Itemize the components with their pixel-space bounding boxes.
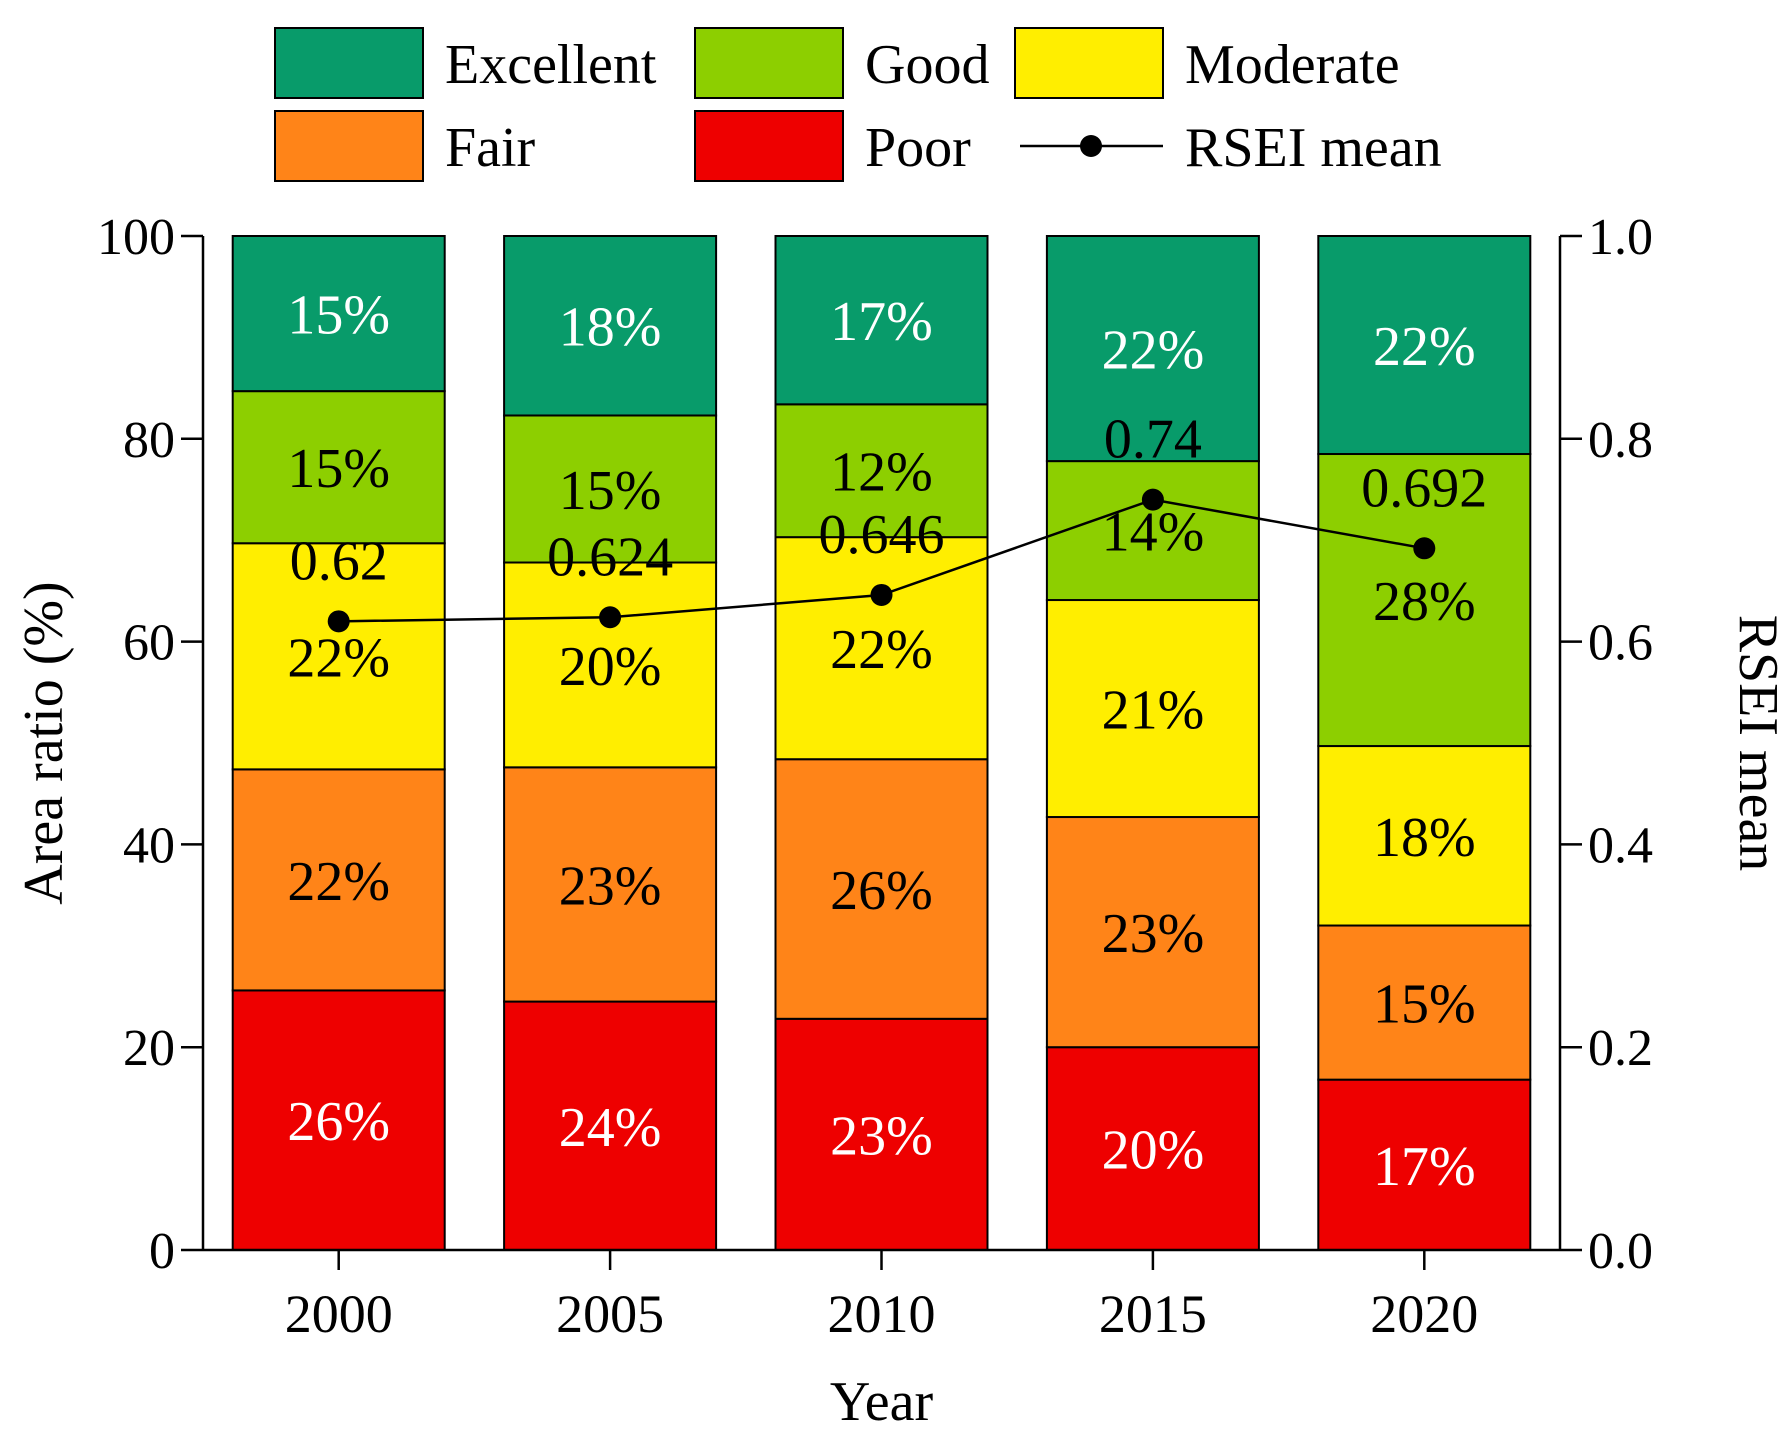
- bar-poor-2020: [1317, 1078, 1532, 1251]
- data-label-excellent-2020: 22%: [1373, 316, 1476, 378]
- bar-excellent-2000: [231, 235, 446, 393]
- x-tick-label-2000: 2000: [285, 1284, 393, 1344]
- y-tick-label-0: 0: [149, 1223, 175, 1280]
- y2-tick-label-0.0: 0.0: [1588, 1223, 1653, 1280]
- rsei-value-label-2000: 0.62: [290, 530, 388, 592]
- data-label-moderate-2015: 21%: [1102, 680, 1205, 742]
- bar-poor-2000: [231, 989, 446, 1252]
- data-label-poor-2000: 26%: [287, 1091, 390, 1153]
- rsei-point-2000: [327, 610, 350, 633]
- bar-good-2010: [774, 403, 989, 539]
- x-tick-label-2020: 2020: [1370, 1284, 1478, 1344]
- data-label-poor-2020: 17%: [1373, 1136, 1476, 1198]
- y-tick-label-80: 80: [123, 412, 175, 469]
- data-label-moderate-2020: 18%: [1373, 807, 1476, 869]
- bar-moderate-2005: [503, 561, 718, 769]
- data-label-moderate-2010: 22%: [830, 619, 933, 681]
- data-label-fair-2020: 15%: [1373, 974, 1476, 1036]
- rsei-value-label-2005: 0.624: [547, 526, 673, 588]
- bar-excellent-2020: [1317, 235, 1532, 456]
- x-tick-label-2015: 2015: [1099, 1284, 1207, 1344]
- bar-poor-2005: [503, 1000, 718, 1251]
- data-label-fair-2005: 23%: [559, 855, 662, 917]
- bar-fair-2005: [503, 766, 718, 1003]
- bar-good-2000: [231, 390, 446, 545]
- data-label-poor-2015: 20%: [1102, 1120, 1205, 1182]
- legend-label-excellent: Excellent: [445, 34, 657, 96]
- bar-excellent-2015: [1045, 235, 1260, 463]
- data-label-moderate-2005: 20%: [559, 636, 662, 698]
- y2-tick-label-0.8: 0.8: [1588, 412, 1653, 469]
- bar-moderate-2010: [774, 536, 989, 761]
- legend-swatch-moderate: [1014, 27, 1164, 99]
- bar-excellent-2010: [774, 235, 989, 406]
- data-label-moderate-2000: 22%: [287, 627, 390, 689]
- y-tick-label-100: 100: [97, 209, 175, 266]
- legend-swatch-good: [694, 27, 844, 99]
- x-axis-title: Year: [830, 1371, 934, 1433]
- data-label-excellent-2010: 17%: [830, 291, 933, 353]
- data-label-good-2005: 15%: [559, 460, 662, 522]
- data-label-good-2010: 12%: [830, 442, 933, 504]
- data-label-excellent-2000: 15%: [287, 285, 390, 347]
- legend-marker-rsei-mean: [1080, 135, 1102, 157]
- y2-axis-title: RSEI mean: [1727, 615, 1783, 872]
- legend-label-fair: Fair: [445, 117, 536, 179]
- y2-tick-label-1.0: 1.0: [1588, 209, 1653, 266]
- legend-swatch-fair: [274, 110, 424, 182]
- data-label-fair-2010: 26%: [830, 860, 933, 922]
- bar-moderate-2020: [1317, 745, 1532, 927]
- data-label-fair-2015: 23%: [1102, 903, 1205, 965]
- y2-tick-label-0.2: 0.2: [1588, 1020, 1653, 1077]
- bar-fair-2020: [1317, 924, 1532, 1081]
- y2-tick-label-0.6: 0.6: [1588, 615, 1653, 672]
- legend-label-poor: Poor: [865, 117, 971, 179]
- x-tick-label-2005: 2005: [556, 1284, 664, 1344]
- data-label-poor-2010: 23%: [830, 1105, 933, 1167]
- y-tick-label-60: 60: [123, 615, 175, 672]
- data-label-poor-2005: 24%: [559, 1097, 662, 1159]
- bar-excellent-2005: [503, 235, 718, 417]
- legend-swatch-poor: [694, 110, 844, 182]
- bar-good-2020: [1317, 453, 1532, 748]
- data-label-good-2000: 15%: [287, 438, 390, 500]
- bar-poor-2015: [1045, 1046, 1260, 1251]
- bar-good-2015: [1045, 460, 1260, 602]
- legend-label-rsei-mean: RSEI mean: [1185, 117, 1442, 179]
- rsei-value-label-2010: 0.646: [819, 504, 945, 566]
- rsei-value-label-2020: 0.692: [1361, 457, 1487, 519]
- y-tick-label-40: 40: [123, 817, 175, 874]
- y-axis-title: Area ratio (%): [13, 581, 75, 904]
- rsei-point-2015: [1141, 488, 1164, 511]
- data-label-good-2020: 28%: [1373, 571, 1476, 633]
- bar-fair-2000: [231, 768, 446, 992]
- data-label-good-2015: 14%: [1102, 502, 1205, 564]
- legend-label-moderate: Moderate: [1185, 34, 1400, 96]
- rsei-point-2020: [1413, 537, 1436, 560]
- bar-good-2005: [503, 414, 718, 564]
- rsei-point-2010: [870, 583, 893, 606]
- x-tick-label-2010: 2010: [828, 1284, 936, 1344]
- bar-moderate-2000: [231, 542, 446, 771]
- data-label-excellent-2005: 18%: [559, 297, 662, 359]
- y-tick-label-20: 20: [123, 1020, 175, 1077]
- legend-label-good: Good: [865, 34, 989, 96]
- y2-tick-label-0.4: 0.4: [1588, 817, 1653, 874]
- rsei-value-label-2015: 0.74: [1104, 409, 1202, 471]
- bar-fair-2015: [1045, 816, 1260, 1049]
- data-label-excellent-2015: 22%: [1102, 320, 1205, 382]
- data-label-fair-2000: 22%: [287, 851, 390, 913]
- rsei-point-2005: [599, 606, 622, 629]
- legend-swatch-excellent: [274, 27, 424, 99]
- bar-fair-2010: [774, 758, 989, 1020]
